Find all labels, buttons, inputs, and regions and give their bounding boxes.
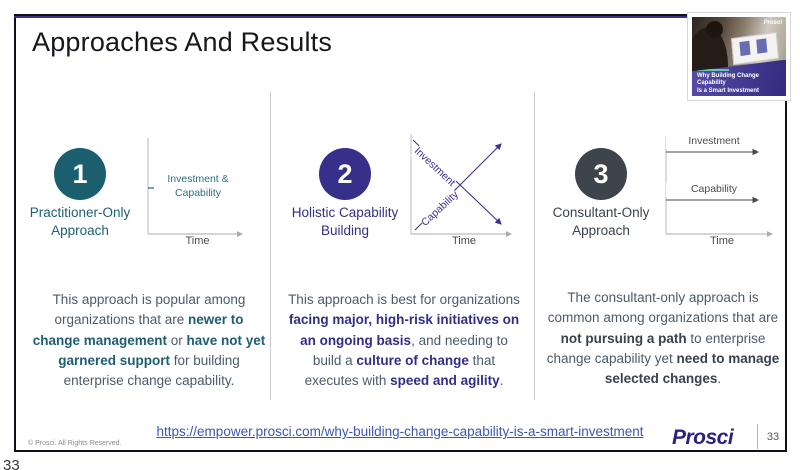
x-axis-label: Time bbox=[185, 235, 210, 247]
copyright-notice: © Prosci. All Rights Reserved. bbox=[28, 440, 122, 447]
prosci-logo: Prosci bbox=[672, 426, 734, 449]
series-label-capability: Capability bbox=[666, 183, 762, 197]
thumbnail-caption-band: Why Building Change Capability Is a Smar… bbox=[692, 59, 786, 96]
approach-1-circle: 1 bbox=[54, 148, 106, 200]
approach-3-description: The consultant-only approach is common a… bbox=[546, 290, 780, 386]
approach-3-label-line1: Consultant-Only bbox=[552, 205, 650, 220]
thumbnail-photo: Prosci Why Building Change Capability Is… bbox=[692, 17, 786, 96]
outside-page-number: 33 bbox=[3, 457, 20, 470]
thumbnail-title-line1: Why Building Change Capability bbox=[697, 72, 759, 87]
approach-1-description: This approach is popular among organizat… bbox=[32, 292, 266, 388]
thumbnail-eyebrow-bar bbox=[697, 68, 729, 71]
slide-page-number: 33 bbox=[766, 431, 780, 443]
approach-1-number: 1 bbox=[72, 158, 88, 189]
slide-frame bbox=[14, 14, 787, 452]
approach-1-label: Practitioner-Only Approach bbox=[5, 204, 155, 239]
thumbnail-title-line2: Is a Smart Investment bbox=[697, 88, 760, 95]
laptop-screen-content bbox=[739, 40, 751, 57]
footer-divider bbox=[757, 424, 758, 449]
approach-2-description: This approach is best for organizations … bbox=[288, 292, 520, 388]
approach-1-label-line2: Approach bbox=[51, 222, 109, 238]
approach-3-circle: 3 bbox=[575, 148, 627, 200]
series-label-line2: Capability bbox=[174, 186, 222, 199]
x-axis-label: Time bbox=[451, 235, 477, 247]
chart-investment-capability-flat: Investment & Capability Time bbox=[140, 136, 255, 248]
approach-3-label-line2: Approach bbox=[572, 222, 630, 238]
series-label-investment: Investment bbox=[666, 135, 762, 149]
laptop-graphic bbox=[731, 31, 779, 66]
approach-3-label: Consultant-Only Approach bbox=[526, 204, 676, 239]
chart-crossing-investment-capability: Investment Capability Time bbox=[403, 130, 525, 248]
chart-separate-flat-lines: Investment Capability Time bbox=[658, 132, 786, 248]
approach-3-number: 3 bbox=[593, 158, 609, 189]
approach-2-label-line2: Building bbox=[320, 222, 370, 238]
column-divider bbox=[534, 92, 535, 400]
thumbnail-brand-logo: Prosci bbox=[763, 20, 782, 26]
series-label: Investment & Capability bbox=[154, 173, 242, 201]
laptop-screen-content bbox=[756, 38, 768, 54]
approach-2-label: Holistic Capability Building bbox=[270, 204, 420, 239]
series-label-line1: Investment & bbox=[167, 173, 229, 185]
slide-top-accent-line bbox=[14, 16, 787, 18]
page-title: Approaches And Results bbox=[32, 27, 333, 57]
approach-1-label-line1: Practitioner-Only bbox=[29, 205, 131, 220]
video-thumbnail: Prosci Why Building Change Capability Is… bbox=[687, 12, 791, 101]
column-divider bbox=[270, 92, 271, 400]
approach-2-circle: 2 bbox=[319, 148, 371, 200]
approach-2-label-line1: Holistic Capability bbox=[291, 205, 399, 220]
empower-prosci-link[interactable]: https://empower.prosci.com/why-building-… bbox=[156, 424, 644, 439]
x-axis-label: Time bbox=[709, 235, 735, 247]
person-head bbox=[706, 21, 723, 38]
approach-2-number: 2 bbox=[337, 158, 353, 189]
